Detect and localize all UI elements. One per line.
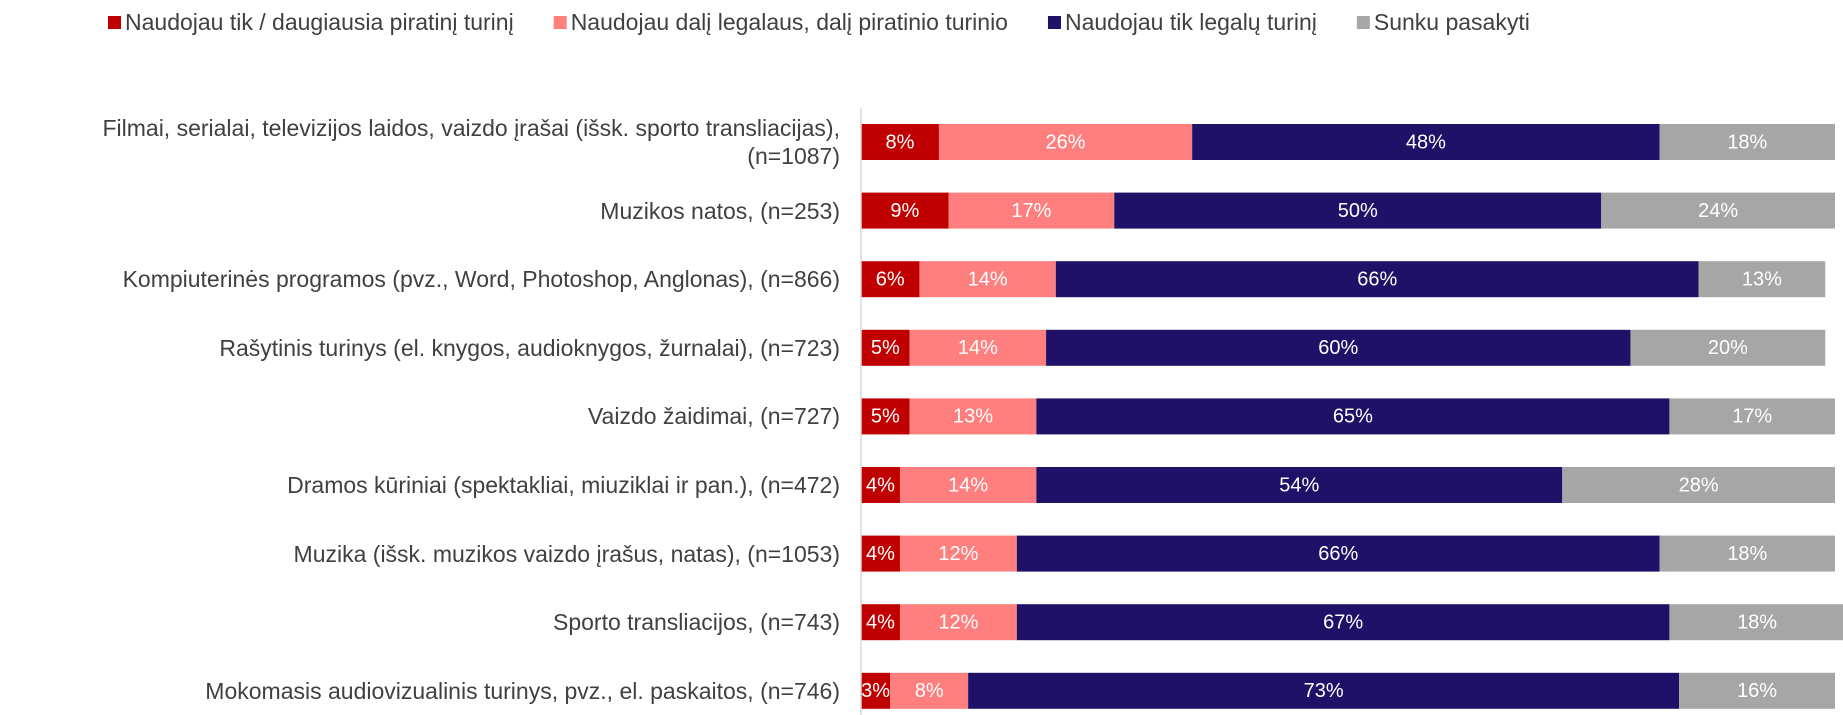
category-label: Filmai, serialai, televizijos laidos, va… [102,115,840,169]
bar-segment [899,467,1037,503]
bar-segment [909,398,1037,435]
bar-segment [1669,398,1835,435]
bar-segment [861,672,891,709]
data-label: 26% [1046,131,1086,153]
data-label: 14% [968,268,1008,290]
category-label: Muzikos natos, (n=253) [600,197,840,224]
data-label: 4% [866,543,895,565]
bar-segment [861,604,900,641]
bar-segment [899,604,1017,641]
data-label: 18% [1727,543,1767,565]
bar-segment [948,192,1115,229]
data-label: 17% [1732,406,1772,428]
data-label: 9% [890,200,919,222]
bar-segment [1669,604,1843,641]
bar-segment [861,329,910,366]
data-label: 13% [953,406,993,428]
bar-segment [1630,329,1826,366]
legend-label: Sunku pasakyti [1374,9,1530,35]
data-label: 48% [1406,131,1446,153]
bar-segment [1659,535,1835,572]
bar-segment [1114,192,1602,229]
category-label: Dramos kūriniai (spektakliai, miuziklai … [287,472,840,498]
category-label: Mokomasis audiovizualinis turinys, pvz.,… [205,677,840,704]
data-label: 65% [1333,406,1373,428]
data-label: 8% [886,131,915,153]
bar-segment [1659,124,1835,160]
data-label: 73% [1304,680,1344,702]
data-label: 60% [1318,337,1358,359]
bar-segment [968,672,1680,709]
data-label: 5% [871,337,900,359]
bar-segment [1055,261,1699,298]
data-label: 3% [861,680,890,702]
bar-segment [899,535,1017,572]
data-label: 66% [1318,543,1358,565]
bar-segment [909,329,1047,366]
bar-segment [1016,604,1670,641]
category-label: Rašytinis turinys (el. knygos, audioknyg… [219,334,840,361]
legend-swatch [1047,16,1061,29]
bar-segment [861,535,900,572]
data-label: 20% [1708,337,1748,359]
bar-segment [938,124,1193,160]
data-label: 12% [938,543,978,565]
bar-segment [1046,329,1631,366]
data-label: 28% [1679,474,1719,496]
legend-swatch [1356,16,1370,29]
bar-segment [861,467,900,503]
legend-swatch [108,16,121,29]
data-label: 12% [938,611,978,633]
data-label: 18% [1737,611,1777,633]
data-label: 17% [1011,200,1051,222]
bar-segment [1698,261,1826,298]
bar-segment [1036,398,1670,435]
legend-label: Naudojau dalį legalaus, dalį piratinio t… [571,9,1008,35]
data-label: 4% [866,611,895,633]
bar-segment [1036,467,1563,503]
legend-swatch [553,16,567,29]
category-label: Muzika (išsk. muzikos vaizdo įrašus, nat… [293,540,840,567]
data-label: 50% [1338,200,1378,222]
data-label: 18% [1727,131,1767,153]
bar-segment [861,192,949,229]
bar-segment [1016,535,1660,572]
data-label: 13% [1742,268,1782,290]
category-label: Kompiuterinės programos (pvz., Word, Pho… [122,266,840,293]
bar-segment [1192,124,1660,160]
bar-segment [890,672,969,709]
data-label: 4% [866,474,895,496]
bar-segment [1679,672,1835,709]
legend-label: Naudojau tik legalų turinį [1065,9,1317,35]
data-label: 6% [876,268,905,290]
data-label: 16% [1737,680,1777,702]
legend-label: Naudojau tik / daugiausia piratinį turin… [125,9,514,35]
data-label: 66% [1357,268,1397,290]
bar-segment [861,261,920,298]
data-label: 67% [1323,611,1363,633]
data-label: 8% [915,680,944,702]
bar-segment [919,261,1056,298]
data-label: 54% [1279,474,1319,496]
data-label: 14% [958,337,998,359]
data-label: 24% [1698,200,1738,222]
data-label: 5% [871,406,900,428]
category-label: Sporto transliacijos, (n=743) [552,609,840,636]
category-label: Vaizdo žaidimai, (n=727) [587,403,840,430]
bar-segment [861,124,939,160]
bar-segment [1562,467,1835,503]
data-label: 14% [948,474,988,496]
bar-segment [1601,192,1835,229]
bar-segment [861,398,910,435]
